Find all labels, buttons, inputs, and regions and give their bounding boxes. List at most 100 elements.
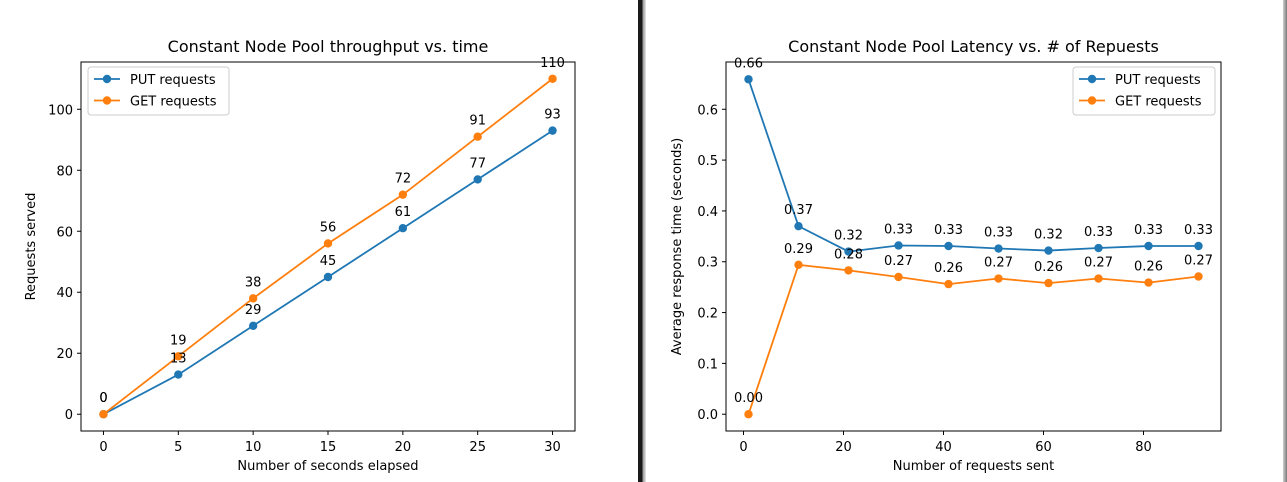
data-label: 19 (170, 333, 187, 348)
data-point (994, 244, 1003, 253)
y-tick-label: 0.4 (697, 205, 718, 220)
window-right-edge (1283, 0, 1287, 482)
x-axis-label: Number of seconds elapsed (237, 459, 418, 474)
data-point (944, 279, 953, 289)
series-line-put (103, 129, 554, 416)
data-label: 38 (245, 275, 262, 290)
legend-box (1072, 66, 1216, 116)
y-tick-label: 0.2 (697, 307, 718, 322)
legend-entry: GET requests (130, 95, 217, 110)
data-point (744, 75, 753, 84)
x-tick-label: 0 (739, 440, 747, 455)
data-label: 0.26 (1034, 260, 1063, 275)
data-point (248, 294, 258, 303)
data-point (844, 266, 853, 275)
data-point (1094, 243, 1103, 253)
data-label: 0 (99, 391, 107, 406)
data-point (323, 239, 333, 248)
data-point (944, 241, 953, 251)
data-label: 0.37 (784, 203, 813, 218)
x-tick-label: 60 (1035, 440, 1052, 455)
series-line-put (747, 78, 1199, 253)
legend-marker (102, 96, 112, 105)
data-label: 0.28 (834, 247, 863, 262)
right-figure-window: Constant Node Pool Latency vs. # of Repu… (646, 0, 1287, 482)
data-point (844, 247, 853, 256)
data-point (744, 410, 753, 419)
data-point (1044, 246, 1053, 255)
x-tick-label: 5 (174, 440, 182, 455)
data-label: 0.27 (1184, 253, 1213, 268)
data-point (398, 190, 408, 199)
data-point (894, 241, 903, 250)
legend-entry: PUT requests (1115, 73, 1201, 88)
y-tick-label: 0.3 (697, 256, 718, 271)
window-divider[interactable] (638, 0, 646, 482)
data-label: 72 (395, 172, 412, 187)
x-tick-label: 25 (469, 440, 486, 455)
x-tick-label: 0 (99, 440, 107, 455)
data-label: 0.27 (984, 256, 1013, 271)
data-point (174, 352, 183, 361)
data-point (248, 321, 258, 330)
data-label: 110 (540, 56, 565, 71)
chart-title: Constant Node Pool Latency vs. # of Repu… (788, 37, 1159, 56)
data-label: 0 (99, 391, 107, 406)
data-point (1194, 272, 1203, 281)
data-point (994, 274, 1003, 283)
data-label: 0.33 (1084, 225, 1113, 240)
y-tick-label: 20 (56, 347, 73, 362)
y-tick-label: 60 (56, 225, 73, 240)
data-label: 45 (320, 254, 337, 269)
data-point (473, 175, 482, 184)
data-label: 0.33 (884, 222, 913, 237)
data-point (174, 370, 183, 379)
y-axis-label: Requests served (24, 193, 39, 301)
data-label: 0.26 (934, 261, 963, 276)
data-point (99, 410, 108, 419)
data-label: 0.32 (834, 229, 863, 244)
x-tick-label: 30 (544, 440, 561, 455)
data-label: 0.66 (734, 56, 763, 71)
x-tick-label: 20 (835, 440, 852, 455)
y-tick-label: 80 (56, 164, 73, 179)
data-label: 0.32 (1034, 228, 1063, 243)
legend-marker (1087, 74, 1097, 84)
legend-marker (102, 74, 112, 84)
data-point (1144, 278, 1153, 287)
data-point (1094, 274, 1103, 283)
left-figure-window: Constant Node Pool throughput vs. time 0 5… (0, 0, 638, 482)
y-tick-label: 40 (56, 286, 73, 301)
data-label: 13 (170, 352, 187, 367)
data-point (1194, 241, 1203, 251)
latency-chart: Constant Node Pool Latency vs. # of Repu… (670, 37, 1222, 474)
data-label: 0.33 (934, 223, 963, 238)
data-label: 0.26 (1134, 260, 1163, 275)
data-label: 0.33 (1134, 223, 1163, 238)
data-label: 0.27 (1084, 256, 1113, 271)
data-label: 61 (395, 205, 412, 220)
data-point (1144, 241, 1153, 251)
data-point (473, 132, 482, 141)
data-label: 91 (469, 114, 486, 129)
y-tick-label: 0.1 (697, 357, 718, 372)
data-label: 0.29 (784, 242, 813, 257)
x-tick-label: 80 (1135, 440, 1152, 455)
y-tick-label: 0.0 (697, 408, 718, 423)
data-point (894, 272, 903, 282)
data-label: 0.33 (984, 226, 1013, 241)
plot-frame (725, 61, 1222, 432)
legend-box (87, 66, 230, 116)
data-label: 93 (544, 108, 561, 123)
y-tick-label: 0.5 (697, 154, 718, 169)
x-tick-label: 15 (320, 440, 337, 455)
series-line-get (747, 263, 1199, 415)
throughput-chart: Constant Node Pool throughput vs. time 0 5… (24, 37, 576, 474)
y-tick-label: 0 (65, 408, 73, 423)
data-point (1044, 278, 1053, 288)
legend-entry: GET requests (1115, 95, 1202, 110)
y-tick-label: 0.6 (697, 103, 718, 118)
data-label: 0.27 (884, 254, 913, 269)
x-tick-label: 40 (935, 440, 952, 455)
data-label: 29 (245, 303, 262, 318)
